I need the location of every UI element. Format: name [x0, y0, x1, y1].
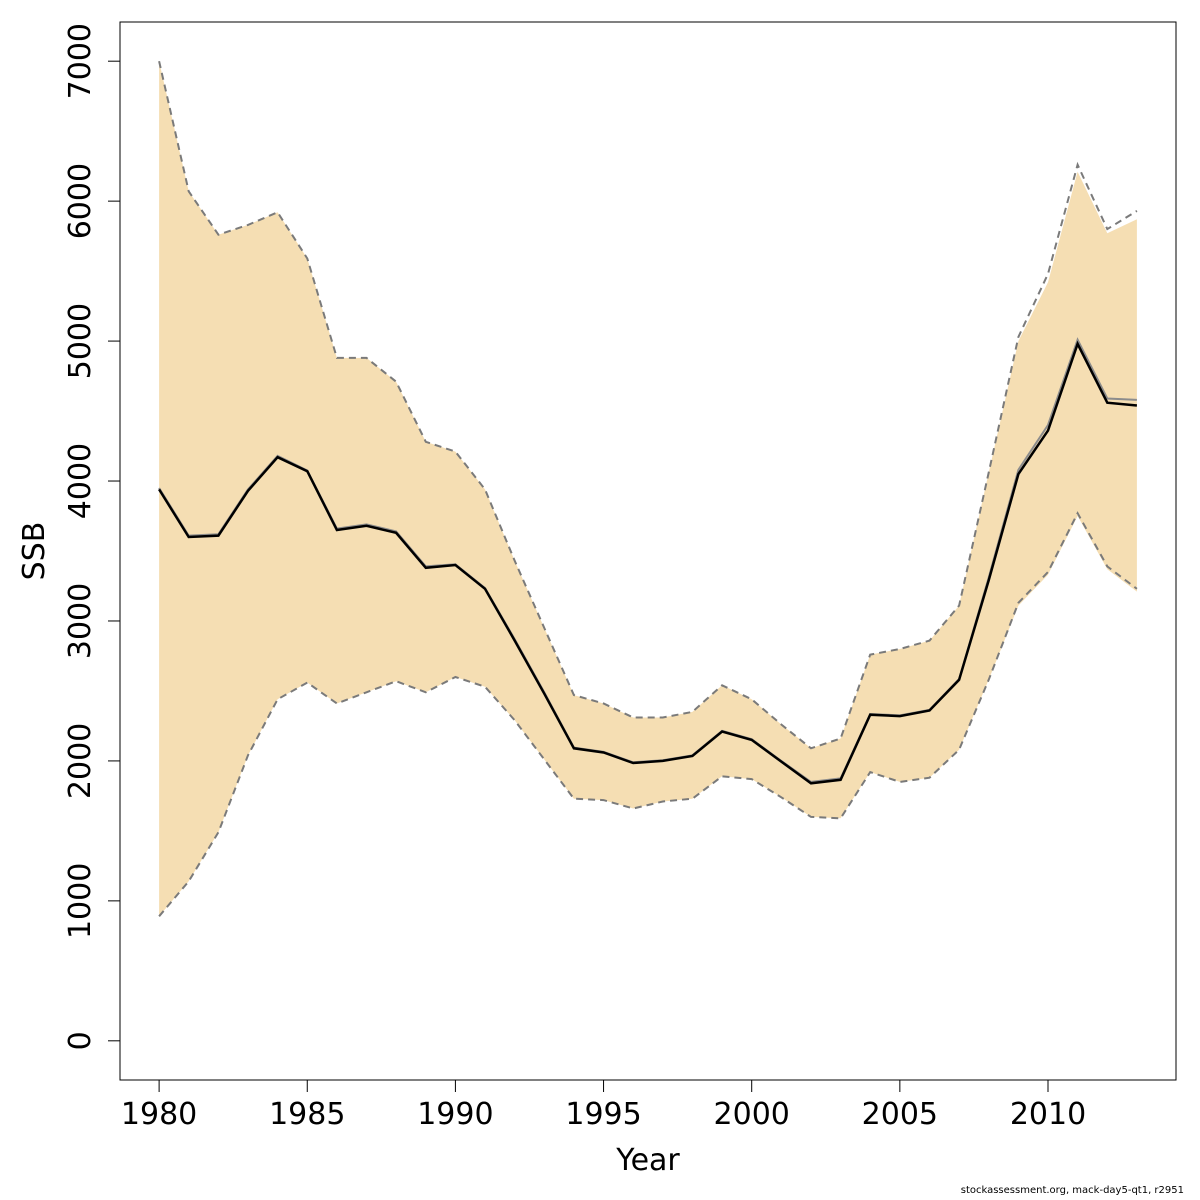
x-tick-label: 2010 [1010, 1097, 1086, 1132]
upper-bound-line [158, 60, 1138, 750]
y-axis-title: SSB [17, 522, 52, 581]
confidence-band-layer [159, 61, 1137, 917]
x-tick-label: 1980 [121, 1097, 197, 1132]
x-axis: 1980 1985 1990 1995 2000 2005 2010 [121, 1079, 1086, 1132]
lower-bound-line [158, 511, 1138, 917]
y-tick-label: 4000 [63, 443, 98, 519]
x-tick-label: 1995 [565, 1097, 641, 1132]
y-tick-label: 5000 [63, 303, 98, 379]
y-tick-label: 7000 [63, 23, 98, 99]
footer-credit: stockassessment.org, mack-day5-qt1, r295… [960, 1185, 1184, 1196]
confidence-band [159, 61, 1137, 917]
y-axis: 0 1000 2000 3000 4000 5000 6000 7000 [63, 23, 121, 1050]
y-tick-label: 3000 [63, 583, 98, 659]
x-tick-label: 2000 [714, 1097, 790, 1132]
x-tick-label: 1990 [417, 1097, 493, 1132]
y-tick-label: 0 [63, 1031, 98, 1050]
series-line-layer [158, 60, 1138, 917]
x-axis-title: Year [615, 1143, 680, 1178]
estimate-line [158, 340, 1138, 785]
y-tick-label: 6000 [63, 163, 98, 239]
y-tick-label: 2000 [63, 723, 98, 799]
y-tick-label: 1000 [63, 863, 98, 939]
x-tick-label: 2005 [862, 1097, 938, 1132]
x-tick-label: 1985 [269, 1097, 345, 1132]
